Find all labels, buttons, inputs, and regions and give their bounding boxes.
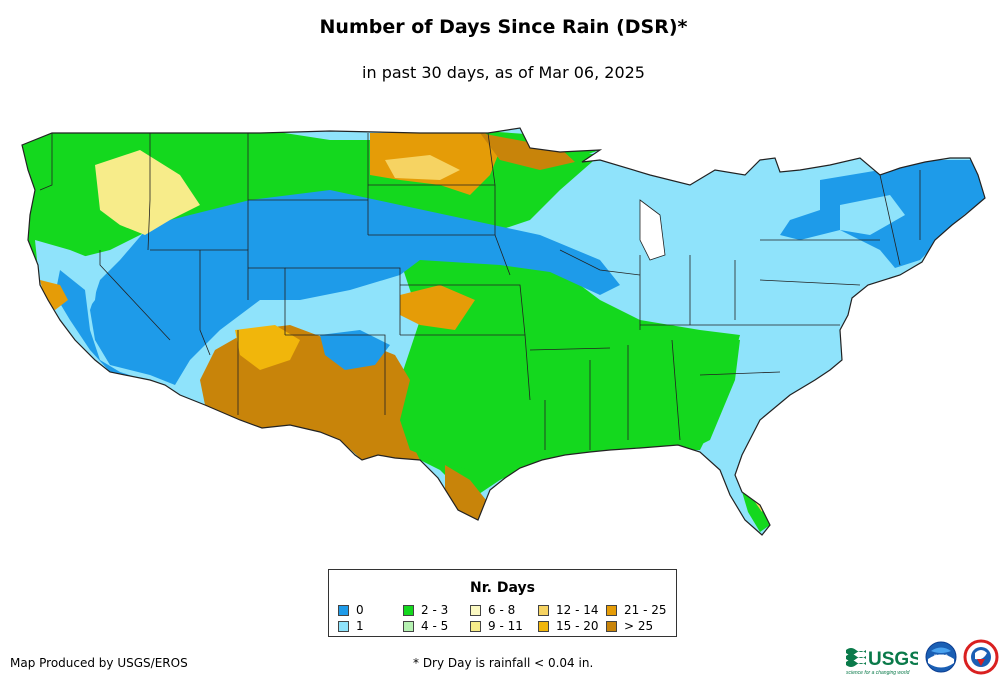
region-15-20-days-arizona [235,325,300,370]
region-0-days-west [90,190,620,385]
usgs-logo-tagline: science for a changing world [846,670,910,676]
legend-label-9-11: 9 - 11 [488,619,523,633]
region-2-3-days-florida [740,485,770,532]
region-0-days-california [55,270,145,380]
legend-label-15-20: 15 - 20 [556,619,599,633]
legend: Nr. Days 0 1 2 - 3 4 - 5 6 - 8 9 - 11 12… [328,569,677,637]
region-over-25-days-mn [480,133,575,170]
legend-label-6-8: 6 - 8 [488,603,516,617]
usgs-logo: USGS science for a changing world [846,648,918,676]
usgs-logo-text: USGS [868,649,918,670]
map-title: Number of Days Since Rain (DSR)* [319,16,688,38]
region-2-3-days-texas [400,420,490,470]
legend-swatch-21-25 [606,605,617,616]
legend-swatch-4-5 [403,621,414,632]
lake-michigan [639,199,666,261]
legend-label-12-14: 12 - 14 [556,603,599,617]
legend-swatch-0 [338,605,349,616]
legend-swatch-9-11 [470,621,481,632]
legend-label-21-25: 21 - 25 [624,603,667,617]
nws-logo [963,639,999,675]
state-borders [39,132,921,450]
credit-text: Map Produced by USGS/EROS [10,656,188,670]
region-21-25-days-kansas [400,285,475,330]
legend-label-4-5: 4 - 5 [421,619,449,633]
region-1-day-ny [840,195,905,235]
legend-title: Nr. Days [470,580,535,596]
region-21-25-days-california [40,280,68,310]
legend-swatch-2-3 [403,605,414,616]
legend-swatch-6-8 [470,605,481,616]
region-2-3-days-south [400,255,740,500]
region-12-14-days-nd [385,155,460,180]
legend-swatch-12-14 [538,605,549,616]
region-0-days-nm [320,330,390,370]
legend-label-over-25: > 25 [624,619,654,633]
legend-swatch-over-25 [606,621,617,632]
legend-swatch-15-20 [538,621,549,632]
noaa-logo-text: noaa [934,654,949,660]
legend-label-0: 0 [356,603,364,617]
noaa-logo: noaa [925,641,957,673]
map-subtitle: in past 30 days, as of Mar 06, 2025 [362,63,645,82]
legend-label-2-3: 2 - 3 [421,603,449,617]
legend-swatch-1 [338,621,349,632]
legend-label-1: 1 [356,619,364,633]
region-2-3-days-carolinas [690,335,740,450]
region-9-11-days-idaho [95,150,200,235]
dry-day-note: * Dry Day is rainfall < 0.04 in. [413,656,594,670]
